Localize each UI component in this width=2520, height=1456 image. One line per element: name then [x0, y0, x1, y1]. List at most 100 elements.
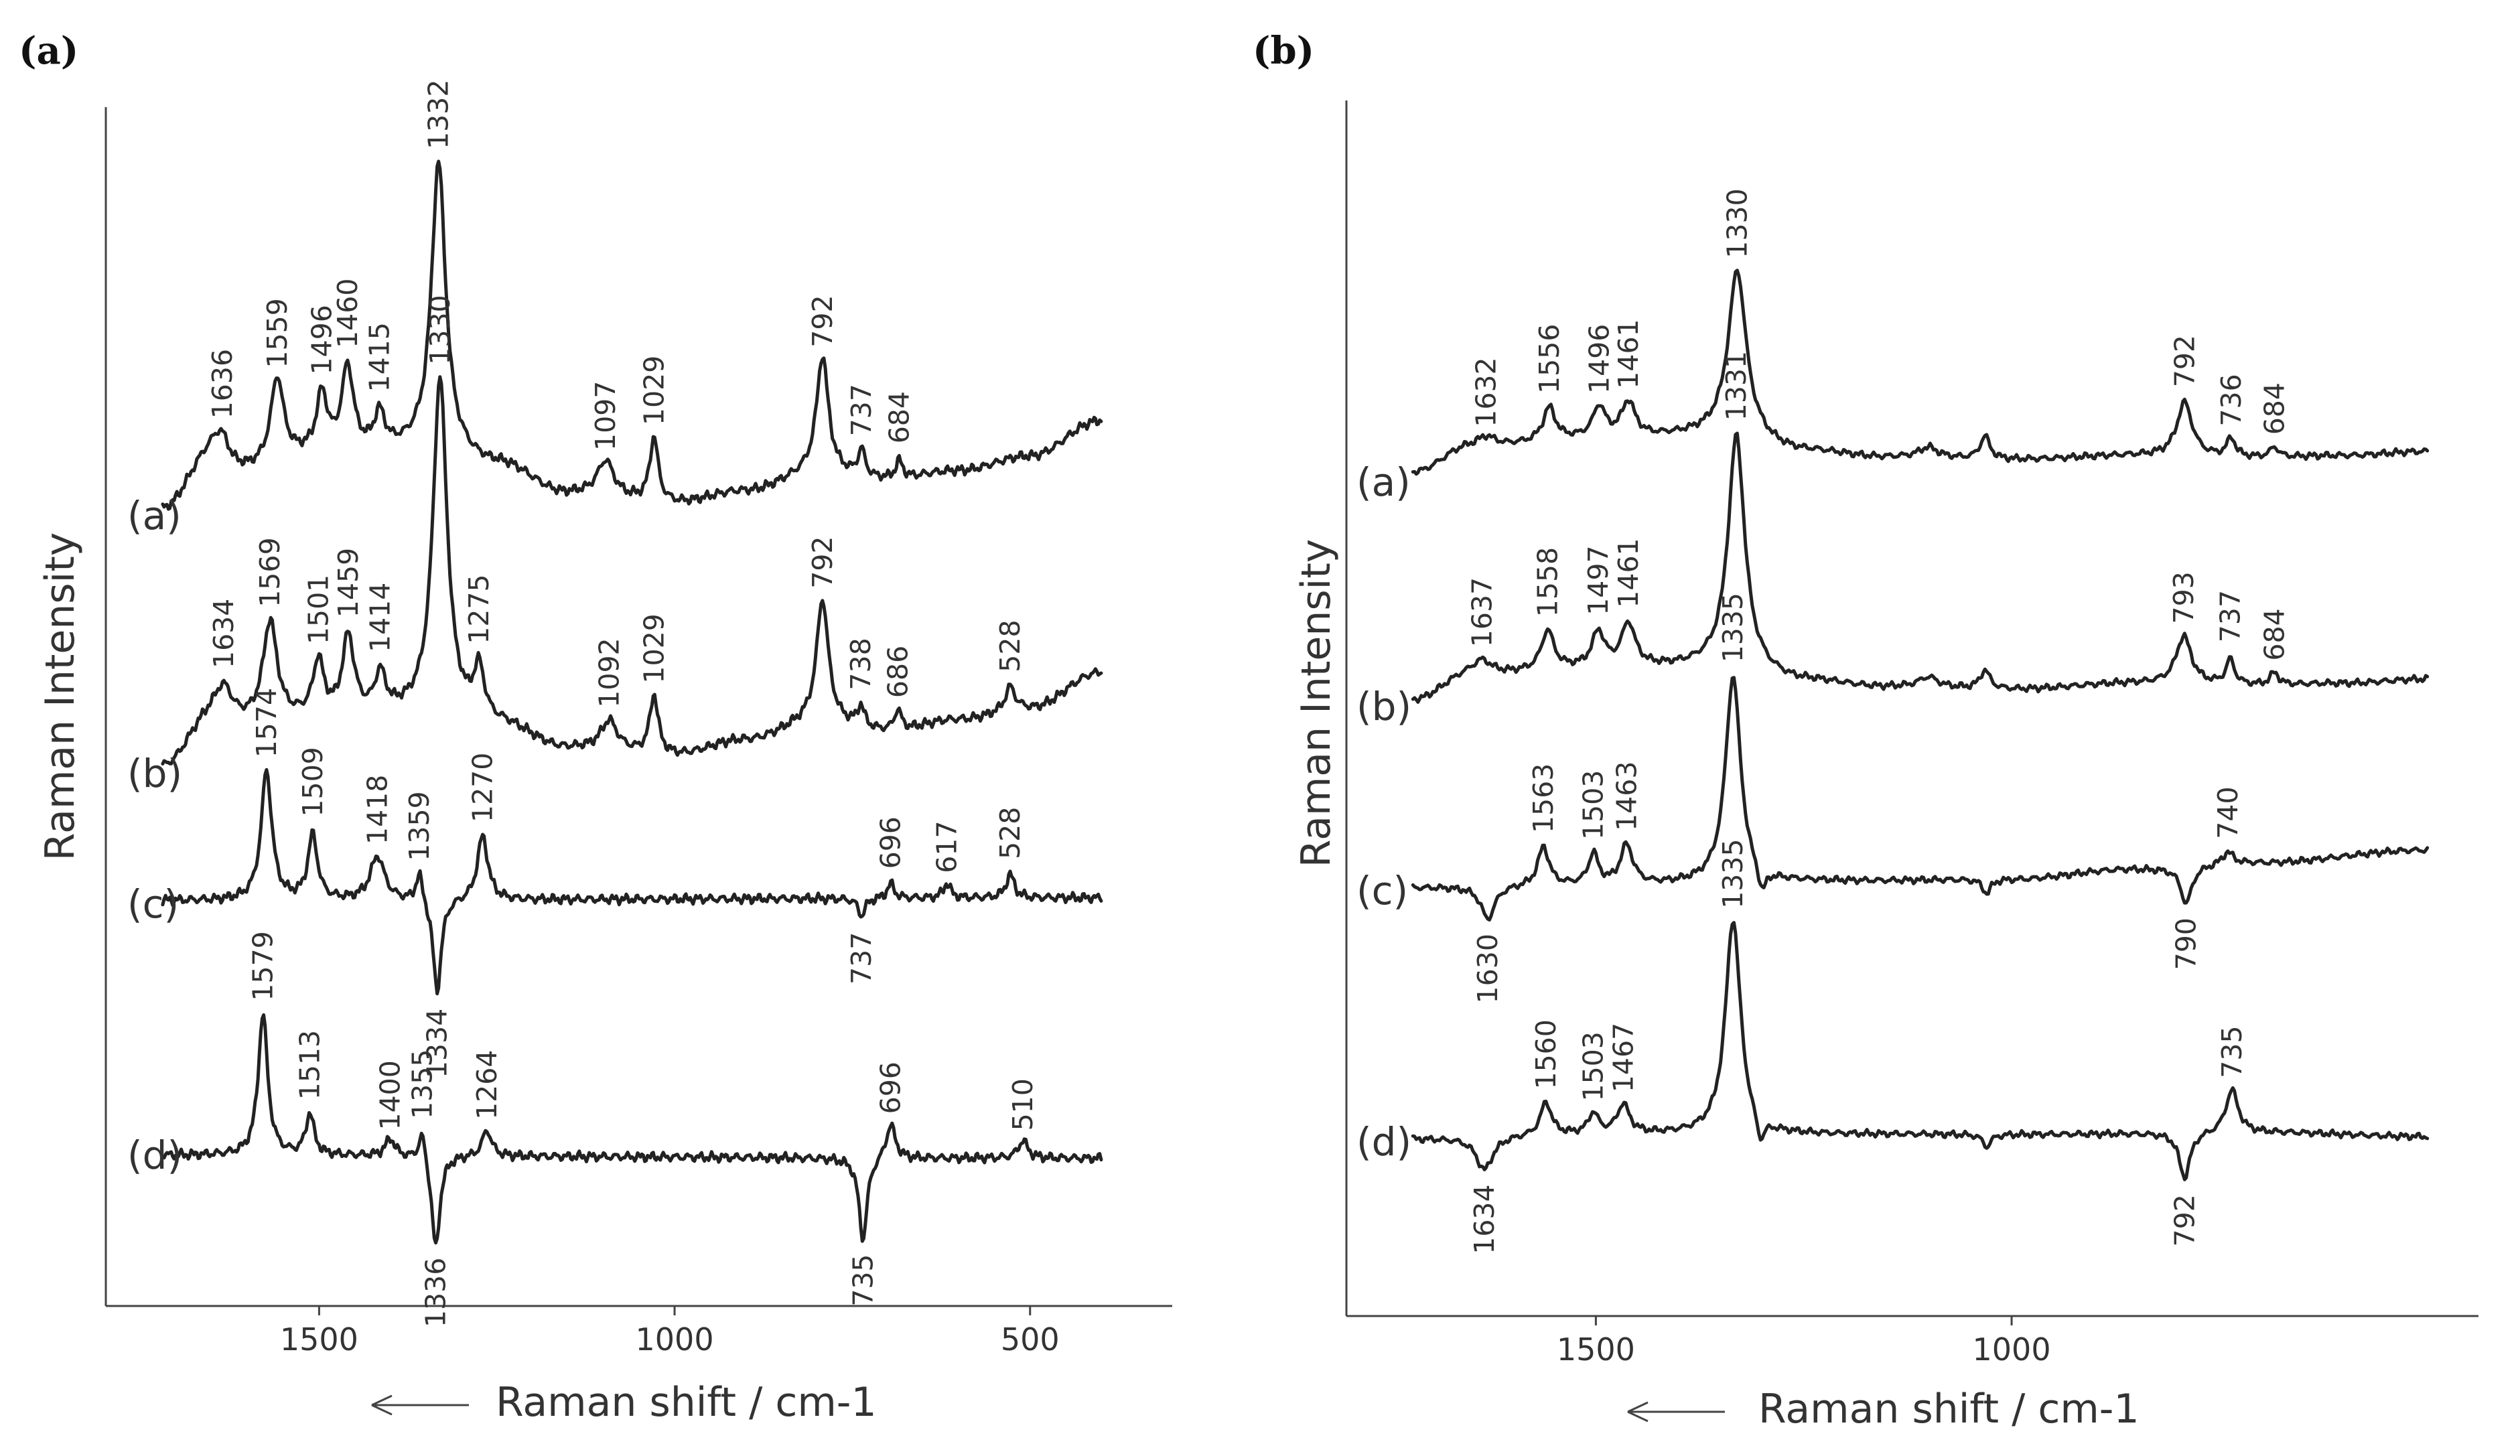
peak-label-0-3-3: 1355: [406, 1049, 438, 1119]
peak-label-0-2-1: 1509: [297, 747, 329, 816]
peak-label-0-3-5: 1264: [471, 1050, 503, 1120]
x-tick-label-1500: 1500: [1557, 1331, 1635, 1368]
peak-label-1-0-7: 792: [2168, 335, 2200, 387]
peak-label-0-3-8: 510: [1007, 1078, 1039, 1131]
panel-b-x-axis-label: Raman shift / cm-1: [1758, 1386, 2140, 1433]
peak-label-0-0-6: 1097: [589, 381, 622, 451]
peak-label-0-2-2: 1418: [361, 775, 393, 845]
peak-label-1-3-4: 1335: [1717, 839, 1749, 908]
panel-b-trace-tag-c: (c): [1356, 868, 1408, 914]
panel-b-x-arrow-head-icon: [1627, 1401, 1649, 1423]
peak-label-0-1-4: 1414: [364, 583, 397, 652]
peak-label-1-0-8: 736: [2215, 374, 2247, 426]
peak-label-0-2-3: 1359: [403, 791, 435, 861]
peak-label-1-1-1: 1558: [1531, 547, 1563, 617]
peak-label-0-0-8: 792: [807, 295, 839, 347]
peak-label-1-0-0: 1632: [1470, 357, 1502, 427]
series-line-0-3: [161, 1013, 1103, 1245]
peak-label-1-2-2: 1503: [1578, 770, 1610, 840]
peak-label-0-3-1: 1513: [294, 1030, 326, 1100]
peak-label-0-1-2: 1501: [302, 575, 334, 644]
peak-label-0-0-5: 1332: [423, 80, 455, 149]
peak-label-0-2-9: 528: [994, 807, 1026, 859]
peak-label-0-0-3: 1460: [332, 279, 364, 348]
peak-label-0-0-10: 684: [883, 391, 915, 443]
peak-label-1-1-7: 793: [2168, 571, 2200, 624]
peak-label-0-2-7: 696: [875, 816, 907, 869]
panel-a-trace-tag-c: (c): [127, 881, 179, 927]
panel-a-x-ticks: 1500 1000 500: [280, 1306, 1060, 1358]
peak-label-1-2-8: 740: [2212, 786, 2244, 839]
peak-label-0-1-10: 738: [845, 638, 877, 690]
peak-label-0-2-0: 1574: [251, 688, 283, 757]
panel-b-x-ticks: 1500 1000: [1557, 1316, 2051, 1368]
panel-b-trace-tag-a: (a): [1356, 459, 1411, 505]
panel-a-trace-tag-d: (d): [127, 1133, 182, 1178]
series-line-0-1: [161, 375, 1103, 766]
peak-label-1-2-3: 1463: [1610, 761, 1642, 831]
peak-label-0-1-3: 1459: [332, 548, 364, 617]
peak-label-0-1-7: 1092: [593, 638, 625, 707]
peak-label-1-3-7: 792: [2168, 1194, 2200, 1246]
panel-b: (b) Raman Intensity 1500 1000 1632 1556 149…: [1253, 29, 2478, 1433]
peak-label-0-2-4: 1334: [421, 1009, 453, 1078]
peak-label-1-3-1: 1560: [1530, 1019, 1562, 1089]
peak-label-1-1-2: 1497: [1582, 545, 1614, 615]
peak-label-0-0-0: 1636: [206, 349, 238, 419]
series-line-1-3: [1411, 921, 2430, 1181]
series-line-1-2: [1411, 676, 2430, 922]
x-tick-label-1000: 1000: [636, 1321, 714, 1358]
peak-label-0-1-9: 792: [807, 536, 839, 589]
peak-label-1-0-3: 1461: [1612, 319, 1644, 388]
x-tick-label-500: 500: [1001, 1321, 1060, 1358]
panel-b-trace-tag-d: (d): [1356, 1119, 1411, 1165]
peak-label-0-1-0: 1634: [208, 599, 240, 668]
panel-a-x-arrow-head-icon: [371, 1394, 393, 1416]
peak-label-1-3-2: 1503: [1578, 1031, 1610, 1101]
peak-label-0-1-12: 528: [994, 620, 1026, 672]
peak-label-0-3-4: 1336: [420, 1258, 452, 1327]
series-line-0-2: [161, 768, 1103, 996]
peak-label-1-1-9: 684: [2258, 608, 2290, 660]
panel-a-tag: (a): [19, 29, 78, 73]
peak-label-1-1-3: 1461: [1612, 538, 1644, 607]
panel-a-y-axis-title: Raman Intensity: [37, 532, 84, 861]
peak-label-0-2-5: 1270: [467, 753, 499, 822]
panel-a-trace-tag-b: (b): [127, 751, 182, 796]
peak-label-0-2-8: 617: [931, 820, 963, 873]
x-tick-label-1500: 1500: [280, 1321, 358, 1358]
peak-label-1-3-3: 1467: [1607, 1023, 1639, 1092]
peak-label-1-2-7: 790: [2170, 918, 2202, 970]
peak-label-0-1-5: 1330: [424, 295, 456, 364]
peak-label-1-0-1: 1556: [1533, 324, 1565, 394]
peak-label-1-0-2: 1496: [1583, 324, 1615, 394]
peak-label-0-0-1: 1559: [261, 298, 293, 368]
peak-label-0-2-6: 737: [845, 932, 878, 985]
panel-a: (a) Raman Intensity 1500 1000 500 1636 1559…: [19, 29, 1172, 1426]
peak-label-1-0-4: 1330: [1721, 188, 1753, 258]
series-line-0-0: [161, 159, 1103, 511]
peak-label-0-3-6: 735: [847, 1254, 879, 1307]
peak-label-0-3-0: 1579: [247, 931, 279, 1001]
peak-label-0-3-2: 1400: [374, 1060, 407, 1130]
panel-b-tag: (b): [1253, 29, 1314, 73]
panel-b-traces: [1411, 269, 2430, 1181]
series-line-1-0: [1411, 269, 2430, 476]
peak-label-1-2-1: 1563: [1527, 763, 1559, 833]
series-line-1-1: [1411, 431, 2430, 704]
peak-label-1-2-4: 1335: [1717, 593, 1749, 662]
panel-a-trace-tag-a: (a): [127, 493, 182, 538]
peak-label-1-3-8: 735: [2216, 1025, 2248, 1078]
panel-b-x-axis-title: Raman shift / cm-1: [1627, 1386, 2140, 1433]
peak-label-0-3-7: 696: [875, 1062, 907, 1114]
panel-a-x-axis-label: Raman shift / cm-1: [496, 1379, 877, 1426]
peak-label-1-2-0: 1630: [1472, 934, 1504, 1003]
peak-label-1-1-8: 737: [2215, 590, 2247, 642]
peak-label-1-3-0: 1634: [1468, 1184, 1500, 1254]
panel-a-x-axis-title: Raman shift / cm-1: [371, 1379, 877, 1426]
peak-label-0-0-4: 1415: [364, 322, 396, 392]
panel-a-traces: [161, 159, 1103, 1245]
